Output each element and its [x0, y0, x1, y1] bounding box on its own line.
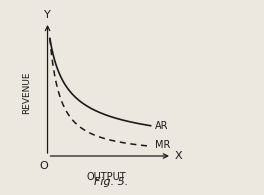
- Text: Y: Y: [44, 10, 51, 20]
- Text: AR: AR: [155, 121, 169, 131]
- Text: REVENUE: REVENUE: [22, 72, 31, 114]
- Text: MR: MR: [155, 140, 171, 150]
- Text: O: O: [40, 161, 48, 171]
- Text: X: X: [174, 151, 182, 161]
- Text: Fig. 5.: Fig. 5.: [94, 177, 128, 187]
- Text: OUTPUT: OUTPUT: [86, 172, 126, 183]
